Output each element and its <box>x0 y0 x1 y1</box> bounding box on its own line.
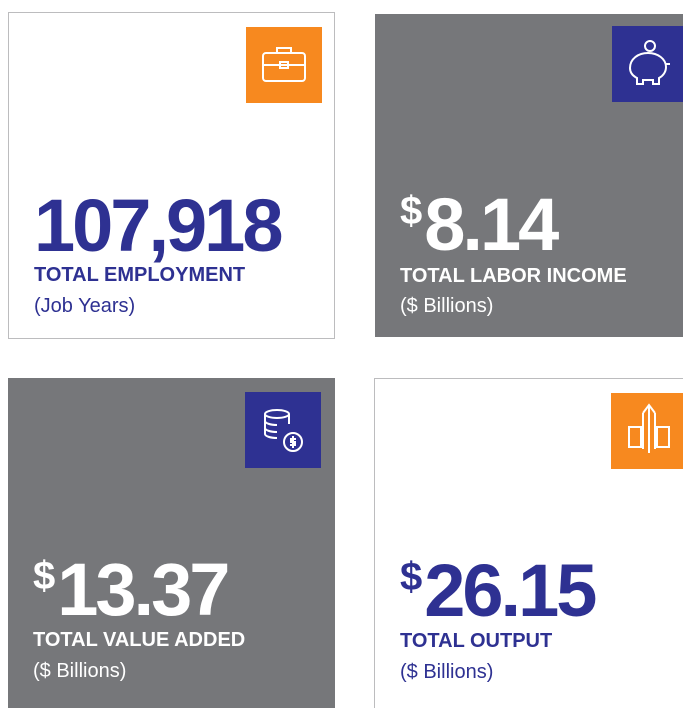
label: TOTAL OUTPUT <box>400 630 553 652</box>
value: $26.15 <box>400 554 597 628</box>
prefix: $ <box>400 189 423 233</box>
value-text: 13.37 <box>57 548 230 631</box>
prefix: $ <box>400 555 423 599</box>
value: $13.37 <box>33 553 230 627</box>
unit: ($ Billions) <box>400 661 494 683</box>
value-text: 107,918 <box>34 184 283 267</box>
icon-box <box>246 27 322 103</box>
card: $8.14 TOTAL LABOR INCOME ($ Billions) <box>375 14 683 337</box>
unit: (Job Years) <box>34 295 136 317</box>
briefcase-icon <box>262 47 306 82</box>
unit: ($ Billions) <box>33 660 127 682</box>
card: $26.15 TOTAL OUTPUT ($ Billions) <box>374 378 683 708</box>
label: TOTAL LABOR INCOME <box>400 265 627 287</box>
value-text: 8.14 <box>424 183 559 266</box>
value-text: 26.15 <box>424 549 597 632</box>
value: 107,918 <box>34 189 283 263</box>
card: $13.37 TOTAL VALUE ADDED ($ Billions) <box>8 378 335 708</box>
growth-icon <box>628 403 670 453</box>
value: $8.14 <box>400 188 559 262</box>
label: TOTAL EMPLOYMENT <box>34 264 246 286</box>
piggy-bank-icon <box>628 40 670 85</box>
unit: ($ Billions) <box>400 295 494 317</box>
icon-box <box>245 392 321 468</box>
coins-icon <box>264 409 303 452</box>
label: TOTAL VALUE ADDED <box>33 629 246 651</box>
card: 107,918 TOTAL EMPLOYMENT (Job Years) <box>8 12 335 339</box>
prefix: $ <box>33 554 56 598</box>
icon-box <box>612 26 683 102</box>
icon-box <box>611 393 683 469</box>
